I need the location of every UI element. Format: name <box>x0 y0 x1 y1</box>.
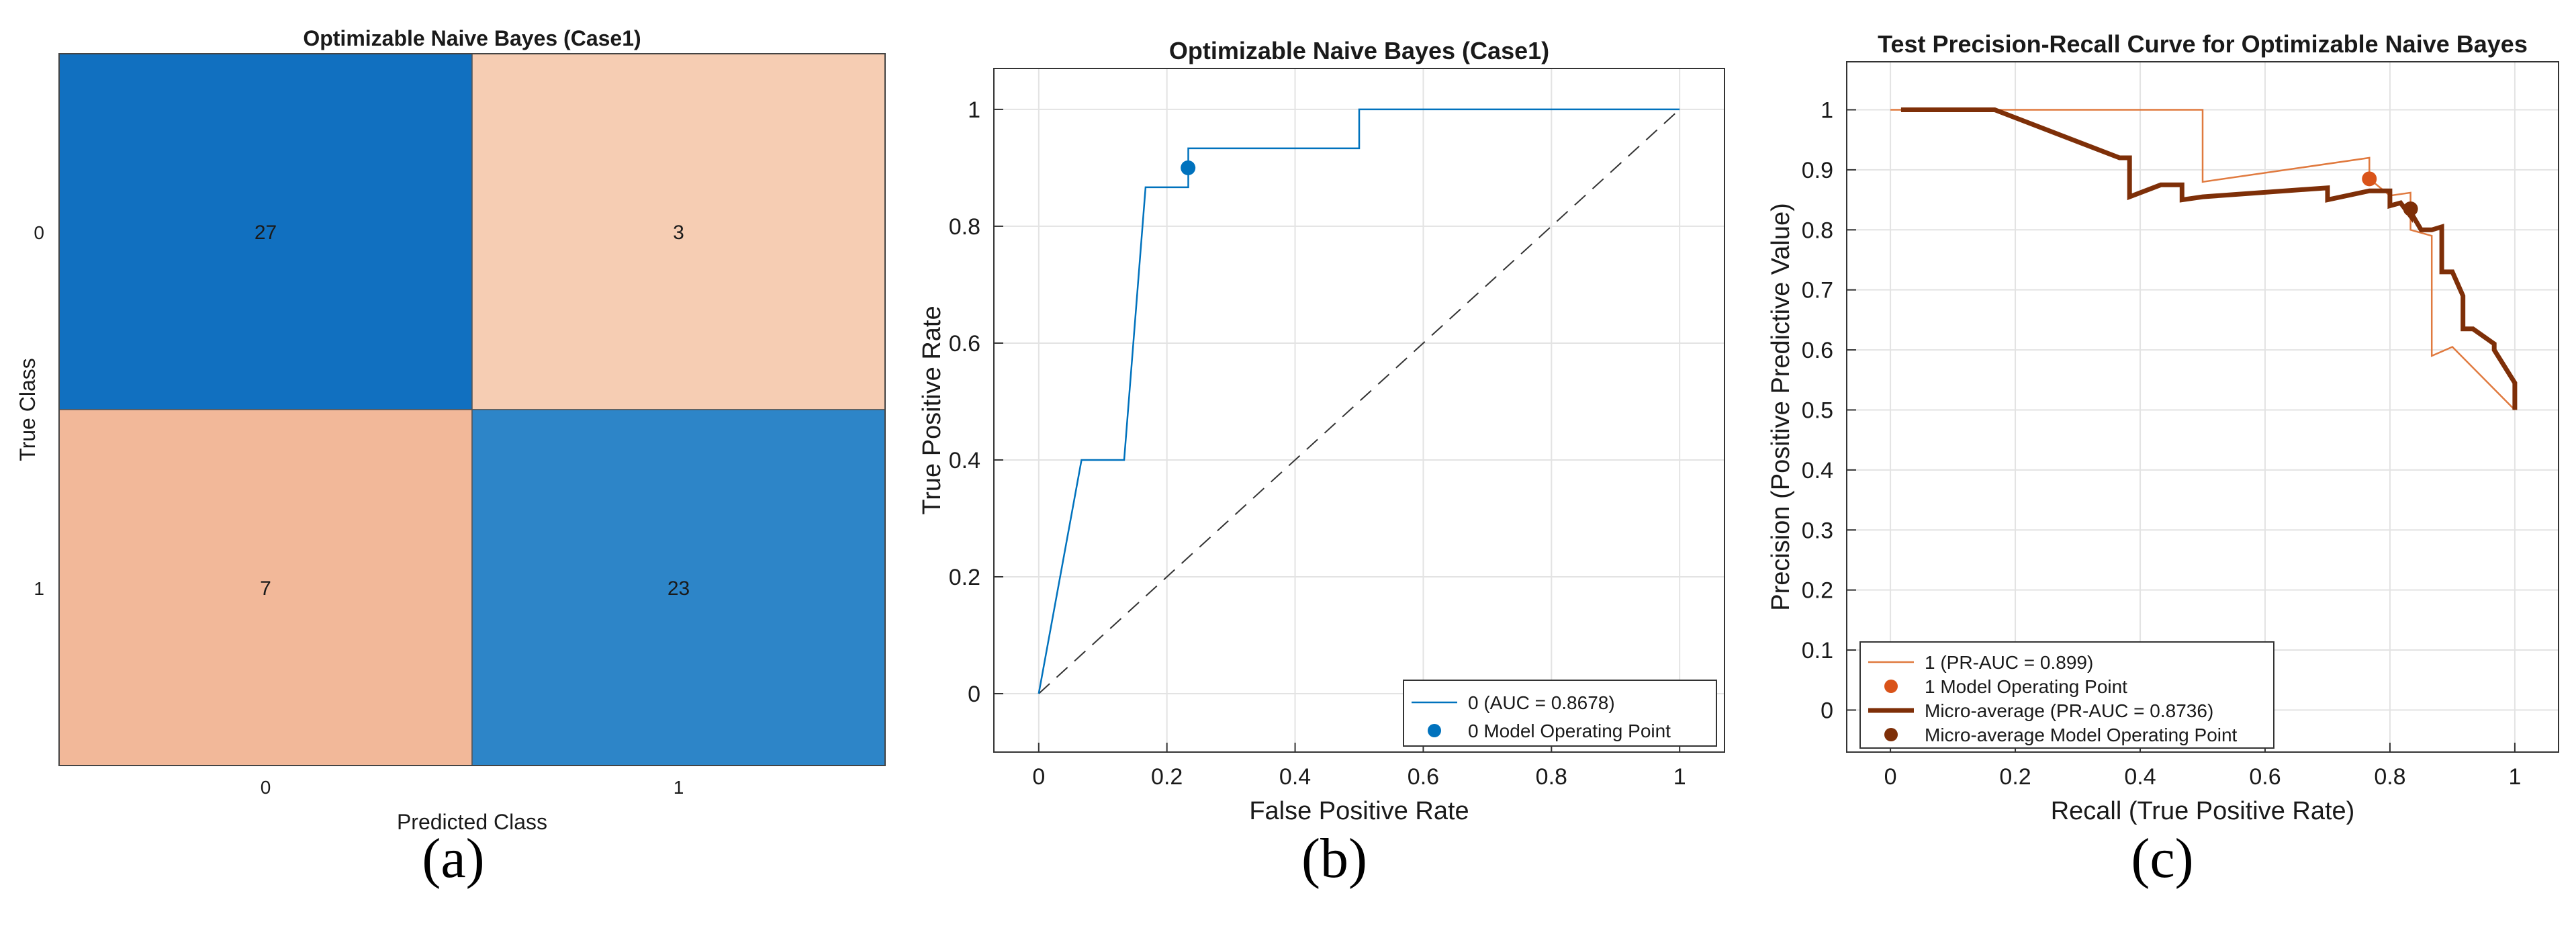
y-tick-label: 0.2 <box>949 565 980 590</box>
y-tick-label: 0.5 <box>1802 398 1833 423</box>
pr-curve-line <box>1890 109 2516 411</box>
matrix-cell <box>58 53 473 410</box>
precision-recall-chart: 0 0.2 0.4 0.6 0.8 1 0 0.1 0.2 0.3 0.4 0.5 0.6 0.7 0.8 0… <box>1767 30 2559 825</box>
legend-box <box>1859 641 2274 749</box>
x-axis-label: Recall (True Positive Rate) <box>2051 797 2355 825</box>
cell-value: 3 <box>673 222 684 244</box>
x-tick-label: 0.4 <box>2124 764 2156 790</box>
y-tick-label: 0.6 <box>949 331 980 357</box>
caption-b: (b) <box>1301 827 1367 890</box>
y-tick-label: 0.4 <box>949 448 980 473</box>
y-tick-label: 0 <box>968 682 980 707</box>
matrix-border <box>58 53 886 766</box>
y-tick-label: 0.1 <box>1802 638 1833 663</box>
caption-c: (c) <box>2131 827 2194 890</box>
matrix-cell <box>471 53 886 410</box>
chart-title: Optimizable Naive Bayes (Case1) <box>1169 37 1549 64</box>
confusion-matrix-chart: Optimizable Naive Bayes (Case1) 27 3 7 23 0 1 0… <box>15 26 886 834</box>
y-axis-label: True Class <box>15 358 40 461</box>
legend-entry: 1 (PR-AUC = 0.899) <box>1925 652 2093 673</box>
x-tick-label: 0 <box>1884 764 1897 790</box>
y-tick-label: 0.3 <box>1802 518 1833 543</box>
chart-title: Optimizable Naive Bayes (Case1) <box>303 26 641 50</box>
cell-value: 7 <box>260 577 271 600</box>
x-tick-label: 0.6 <box>2249 764 2281 790</box>
legend-entry: 0 Model Operating Point <box>1468 721 1671 741</box>
chart-title: Test Precision-Recall Curve for Optimiza… <box>1878 30 2528 58</box>
y-axis-label: Precision (Positive Predictive Value) <box>1767 203 1795 611</box>
pr-curve-line <box>1900 107 2518 410</box>
panel-b: 0 0.2 0.4 0.6 0.8 1 0 0.2 0.4 0.6 0.8 1 Optimizable … <box>907 0 1753 926</box>
caption-a: (a) <box>422 827 485 890</box>
col-tick-label: 0 <box>261 777 271 798</box>
panel-a: Optimizable Naive Bayes (Case1) 27 3 7 23 0 1 0… <box>0 0 907 926</box>
cell-value: 23 <box>668 577 690 600</box>
y-tick-label: 0 <box>1821 698 1833 723</box>
axes-box <box>1846 61 2559 753</box>
y-axis-label: True Positive Rate <box>918 306 946 514</box>
axes-box <box>993 68 1725 753</box>
legend-entry: 0 (AUC = 0.8678) <box>1468 692 1615 713</box>
x-tick-label: 0 <box>1032 764 1045 790</box>
operating-point-marker <box>1181 160 1196 175</box>
y-tick-label: 0.9 <box>1802 158 1833 183</box>
x-tick-label: 0.8 <box>1536 764 1567 790</box>
y-tick-label: 1 <box>1821 98 1833 124</box>
x-tick-label: 0.8 <box>2374 764 2405 790</box>
matrix-cell <box>58 409 473 766</box>
x-tick-label: 0.4 <box>1279 764 1311 790</box>
x-tick-label: 0.2 <box>1999 764 2031 790</box>
y-tick-label: 0.8 <box>1802 218 1833 243</box>
legend-box <box>1403 680 1717 747</box>
legend-entry: Micro-average Model Operating Point <box>1925 725 2238 745</box>
row-tick-label: 1 <box>34 578 44 599</box>
y-tick-label: 0.6 <box>1802 338 1833 363</box>
plot-area <box>994 68 1724 752</box>
matrix-cell <box>471 409 886 766</box>
x-tick-label: 1 <box>2508 764 2521 790</box>
roc-curve-chart: 0 0.2 0.4 0.6 0.8 1 0 0.2 0.4 0.6 0.8 1 Optimizable … <box>918 37 1725 825</box>
panel-c: 0 0.2 0.4 0.6 0.8 1 0 0.1 0.2 0.3 0.4 0.5 0.6 0.7 0.8 0… <box>1753 0 2576 926</box>
y-tick-label: 0.7 <box>1802 278 1833 304</box>
legend-entry: Micro-average (PR-AUC = 0.8736) <box>1925 700 2213 721</box>
legend-entry: 1 Model Operating Point <box>1925 676 2127 697</box>
x-axis-label: Predicted Class <box>397 810 547 834</box>
y-tick-label: 0.8 <box>949 214 980 240</box>
roc-curve-line <box>1038 108 1680 694</box>
legend-marker-point <box>1428 724 1441 737</box>
x-axis-label: False Positive Rate <box>1249 797 1469 825</box>
y-tick-label: 0.4 <box>1802 458 1833 483</box>
legend-marker-point <box>1884 680 1898 693</box>
x-tick-label: 0.2 <box>1151 764 1183 790</box>
y-tick-label: 1 <box>968 97 980 123</box>
x-tick-label: 0.6 <box>1408 764 1439 790</box>
x-tick-label: 1 <box>1673 764 1686 790</box>
operating-point-marker <box>2362 171 2377 187</box>
row-tick-label: 0 <box>34 222 44 243</box>
operating-point-marker <box>2403 201 2418 217</box>
y-tick-label: 0.2 <box>1802 578 1833 604</box>
col-tick-label: 1 <box>674 777 684 798</box>
legend-marker-point <box>1884 728 1898 741</box>
cell-value: 27 <box>255 222 277 244</box>
